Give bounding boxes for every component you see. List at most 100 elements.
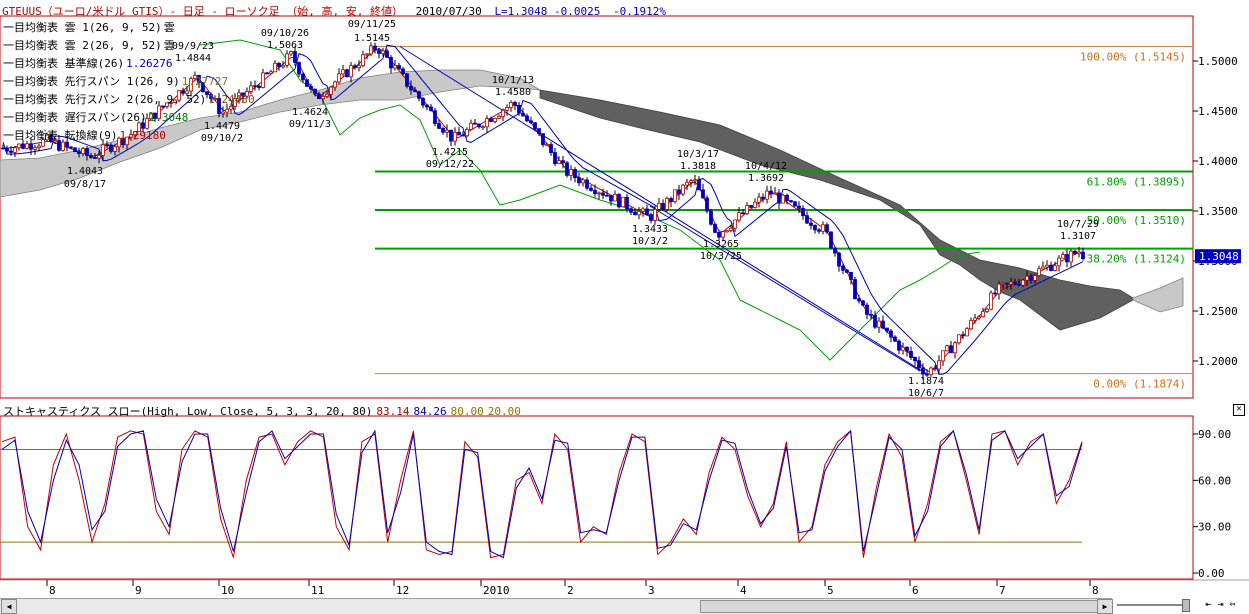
- legend-item-cloud-2[interactable]: 一目均衡表 雲 2(26, 9, 52) 雲: [3, 37, 175, 53]
- candle-body: [857, 298, 861, 302]
- legend-label: 一目均衡表 転換線(9): [3, 129, 118, 142]
- legend-item-cloud-1[interactable]: 一目均衡表 雲 1(26, 9, 52) 雲: [3, 19, 175, 35]
- candle-body: [257, 85, 261, 88]
- candle-body: [725, 230, 729, 233]
- legend-item-senkou-2[interactable]: 一目均衡表 先行スパン 2(26, 9, 52) 1.24430: [3, 91, 255, 107]
- stochastic-k-value: 83.14: [376, 405, 410, 418]
- candle-body: [1005, 282, 1009, 285]
- fibonacci-level-label: 0.00% (1.1874): [1093, 378, 1186, 391]
- candle-body: [897, 340, 901, 351]
- candle-body: [869, 314, 873, 316]
- fibonacci-level-label: 50.00% (1.3510): [1087, 214, 1186, 227]
- candle-body: [669, 198, 673, 203]
- candle-body: [781, 194, 785, 204]
- candle-body: [677, 189, 681, 195]
- candle-body: [705, 197, 709, 212]
- stochastic-series-line: [1, 429, 1083, 559]
- candle-body: [413, 89, 417, 93]
- swing-price-label: 1.4479: [204, 121, 240, 132]
- candle-body: [437, 123, 441, 129]
- candle-body: [117, 137, 121, 148]
- candle-body: [541, 133, 545, 145]
- candle-body: [69, 146, 73, 149]
- candle-body: [1045, 264, 1049, 268]
- candle-body: [805, 215, 809, 224]
- candle-body: [417, 91, 421, 99]
- swing-price-label: 1.4043: [67, 166, 103, 177]
- candle-body: [445, 129, 449, 133]
- candle-body: [577, 177, 581, 184]
- scroll-right-icon[interactable]: ▶: [1097, 599, 1113, 614]
- legend-label: 一目均衡表 雲 2(26, 9, 52): [3, 39, 162, 52]
- candle-body: [717, 232, 721, 238]
- zoom-in-icon[interactable]: ⇤: [1205, 599, 1212, 610]
- time-axis-label: 11: [311, 584, 324, 597]
- candle-body: [157, 105, 161, 119]
- symbol-title: GTEUUS（ユーロ/米ドル GTIS）- 日足 - ローソク足 （始, 高, …: [2, 5, 403, 18]
- candle-body: [1049, 264, 1053, 271]
- swing-date-label: 10/3/25: [700, 251, 742, 262]
- candle-body: [981, 311, 985, 318]
- candle-body: [361, 54, 365, 67]
- candle-body: [985, 308, 989, 312]
- candle-body: [673, 189, 677, 203]
- candle-body: [961, 334, 965, 337]
- price-axis-label: 1.2500: [1198, 305, 1238, 318]
- zoom-out-icon[interactable]: ⇥: [1217, 599, 1224, 610]
- candle-body: [237, 92, 241, 100]
- legend-item-kijun[interactable]: 一目均衡表 基準線(26) 1.26276: [3, 55, 172, 71]
- chart-title: GTEUUS（ユーロ/米ドル GTIS）- 日足 - ローソク足 （始, 高, …: [2, 3, 666, 19]
- swing-date-label: 09/10/26: [261, 28, 309, 39]
- candle-body: [501, 109, 505, 117]
- candle-body: [749, 205, 753, 208]
- candle-body: [277, 62, 281, 68]
- scroll-left-icon[interactable]: ◀: [1, 599, 17, 614]
- swing-date-label: 09/12/22: [426, 159, 474, 170]
- zoom-slider-thumb[interactable]: [1182, 599, 1190, 612]
- time-axis-label: 8: [49, 584, 56, 597]
- legend-item-chikou[interactable]: 一目均衡表 遅行スパン(26) 1.3048: [3, 109, 188, 125]
- candle-body: [893, 336, 897, 342]
- candle-body: [465, 129, 469, 137]
- legend-item-tenkan[interactable]: 一目均衡表 転換線(9) 1.29180: [3, 127, 166, 143]
- candle-body: [293, 51, 297, 63]
- swing-date-label: 10/6/7: [908, 388, 944, 399]
- candle-body: [877, 320, 881, 328]
- candle-body: [21, 143, 25, 149]
- candle-body: [25, 143, 29, 149]
- time-axis-label: 3: [648, 584, 655, 597]
- candle-body: [865, 304, 869, 315]
- candle-body: [949, 345, 953, 354]
- candle-body: [957, 334, 961, 344]
- candle-body: [929, 367, 933, 375]
- candle-body: [97, 154, 101, 159]
- scrollbar-thumb[interactable]: [700, 600, 1102, 613]
- candle-body: [401, 68, 405, 75]
- candle-body: [345, 69, 349, 78]
- candle-body: [1065, 254, 1069, 263]
- candle-body: [1033, 275, 1037, 281]
- close-icon[interactable]: ✕: [1233, 404, 1245, 416]
- ichimoku-cloud-future: [1132, 277, 1184, 313]
- candle-body: [933, 367, 937, 370]
- candle-body: [945, 345, 949, 352]
- candle-body: [905, 346, 909, 352]
- swing-price-label: 1.4624: [292, 107, 328, 118]
- candle-body: [881, 320, 885, 329]
- legend-item-senkou-1[interactable]: 一目均衡表 先行スパン 1(26, 9) 1.27727: [3, 73, 228, 89]
- candle-body: [789, 200, 793, 203]
- candle-body: [861, 300, 865, 306]
- candle-body: [1009, 281, 1013, 285]
- swing-date-label: 09/11/25: [348, 19, 396, 30]
- candle-body: [349, 65, 353, 78]
- candle-body: [189, 78, 193, 92]
- candle-body: [741, 212, 745, 215]
- candle-body: [473, 122, 477, 125]
- reset-view-icon[interactable]: ⇔: [1229, 599, 1236, 610]
- candle-body: [937, 360, 941, 370]
- candle-body: [201, 82, 205, 93]
- stochastic-panel-frame: [0, 415, 1194, 580]
- candle-body: [469, 122, 473, 130]
- candle-body: [785, 194, 789, 201]
